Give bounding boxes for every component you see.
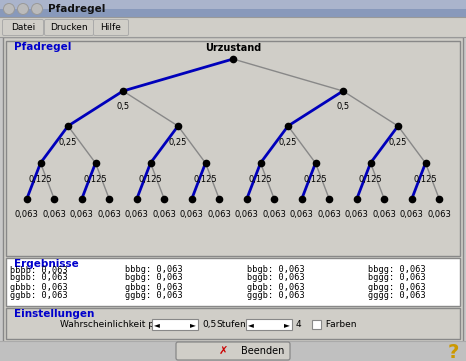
Text: 0,125: 0,125 — [139, 175, 162, 184]
Text: 0,5: 0,5 — [116, 102, 130, 111]
Text: Urzustand: Urzustand — [205, 43, 261, 53]
Text: 0,063: 0,063 — [15, 210, 39, 219]
Circle shape — [4, 4, 14, 14]
Text: 0,25: 0,25 — [279, 138, 297, 147]
FancyBboxPatch shape — [44, 19, 94, 35]
Bar — [0, 17, 466, 37]
Text: Stufen:: Stufen: — [216, 320, 249, 329]
Text: 0,125: 0,125 — [84, 175, 107, 184]
Text: gggg: 0,063: gggg: 0,063 — [368, 291, 426, 300]
Text: 0,063: 0,063 — [262, 210, 286, 219]
Text: 0,063: 0,063 — [97, 210, 121, 219]
Text: ◄: ◄ — [154, 320, 160, 329]
Text: gbbg: 0,063: gbbg: 0,063 — [125, 283, 183, 291]
Text: bgbg: 0,063: bgbg: 0,063 — [125, 274, 183, 283]
Text: bbgb: 0,063: bbgb: 0,063 — [247, 265, 305, 274]
Text: 0,063: 0,063 — [317, 210, 341, 219]
Bar — [0, 0, 466, 17]
Bar — [0, 341, 466, 361]
Circle shape — [32, 4, 42, 14]
Text: Pfadregel: Pfadregel — [48, 4, 105, 14]
Text: 0,063: 0,063 — [180, 210, 204, 219]
Text: 0,125: 0,125 — [359, 175, 382, 184]
Text: 0,5: 0,5 — [202, 320, 216, 329]
Text: 0,063: 0,063 — [400, 210, 424, 219]
Text: 0,125: 0,125 — [29, 175, 52, 184]
Text: 0,063: 0,063 — [42, 210, 66, 219]
Text: Pfadregel: Pfadregel — [14, 42, 71, 52]
Bar — [152, 319, 198, 330]
Text: Wahrscheinlichkeit p:: Wahrscheinlichkeit p: — [60, 320, 157, 329]
FancyBboxPatch shape — [176, 342, 290, 360]
Text: Beenden: Beenden — [241, 346, 284, 356]
Text: Einstellungen: Einstellungen — [14, 309, 95, 319]
Text: 0,063: 0,063 — [70, 210, 94, 219]
Bar — [312, 320, 321, 329]
Text: gbbb: 0,063: gbbb: 0,063 — [10, 283, 68, 291]
Text: 0,063: 0,063 — [427, 210, 451, 219]
Text: ✗: ✗ — [218, 346, 228, 356]
Text: 0,063: 0,063 — [290, 210, 314, 219]
Text: ?: ? — [447, 343, 459, 361]
Text: bbbb: 0,063: bbbb: 0,063 — [10, 265, 68, 274]
Text: ◄: ◄ — [248, 320, 254, 329]
Text: bbbg: 0,063: bbbg: 0,063 — [125, 265, 183, 274]
Text: 0,25: 0,25 — [59, 138, 77, 147]
Text: ggbb: 0,063: ggbb: 0,063 — [10, 291, 68, 300]
Text: gggb: 0,063: gggb: 0,063 — [247, 291, 305, 300]
Text: gbgg: 0,063: gbgg: 0,063 — [368, 283, 426, 291]
Bar — [246, 319, 292, 330]
Circle shape — [18, 4, 28, 14]
Text: 0,125: 0,125 — [194, 175, 217, 184]
Text: Ergebnisse: Ergebnisse — [14, 259, 79, 269]
Text: gbgb: 0,063: gbgb: 0,063 — [247, 283, 305, 291]
Text: 0,063: 0,063 — [235, 210, 259, 219]
Text: bggb: 0,063: bggb: 0,063 — [247, 274, 305, 283]
Text: 0,063: 0,063 — [372, 210, 396, 219]
Text: bgbb: 0,063: bgbb: 0,063 — [10, 274, 68, 283]
Bar — [3, 37, 463, 343]
Text: 0,063: 0,063 — [152, 210, 176, 219]
Bar — [6, 258, 460, 306]
Text: ►: ► — [190, 320, 196, 329]
Text: 0,125: 0,125 — [304, 175, 327, 184]
Text: 0,5: 0,5 — [336, 102, 350, 111]
Text: Datei: Datei — [11, 22, 35, 31]
Bar — [6, 41, 460, 256]
Text: 4: 4 — [296, 320, 302, 329]
Text: bggg: 0,063: bggg: 0,063 — [368, 274, 426, 283]
Text: Hilfe: Hilfe — [101, 22, 122, 31]
Text: ggbg: 0,063: ggbg: 0,063 — [125, 291, 183, 300]
Text: 0,063: 0,063 — [207, 210, 231, 219]
FancyBboxPatch shape — [94, 19, 129, 35]
Text: 0,063: 0,063 — [125, 210, 149, 219]
Text: Drucken: Drucken — [50, 22, 88, 31]
Text: 0,063: 0,063 — [345, 210, 369, 219]
Bar — [0, 9, 466, 17]
FancyBboxPatch shape — [2, 19, 43, 35]
Text: 0,125: 0,125 — [249, 175, 272, 184]
Text: 0,25: 0,25 — [169, 138, 187, 147]
Text: bbgg: 0,063: bbgg: 0,063 — [368, 265, 426, 274]
Text: ►: ► — [284, 320, 290, 329]
Text: Farben: Farben — [323, 320, 356, 329]
Text: 0,25: 0,25 — [389, 138, 407, 147]
Bar — [6, 308, 460, 339]
Text: 0,125: 0,125 — [414, 175, 437, 184]
